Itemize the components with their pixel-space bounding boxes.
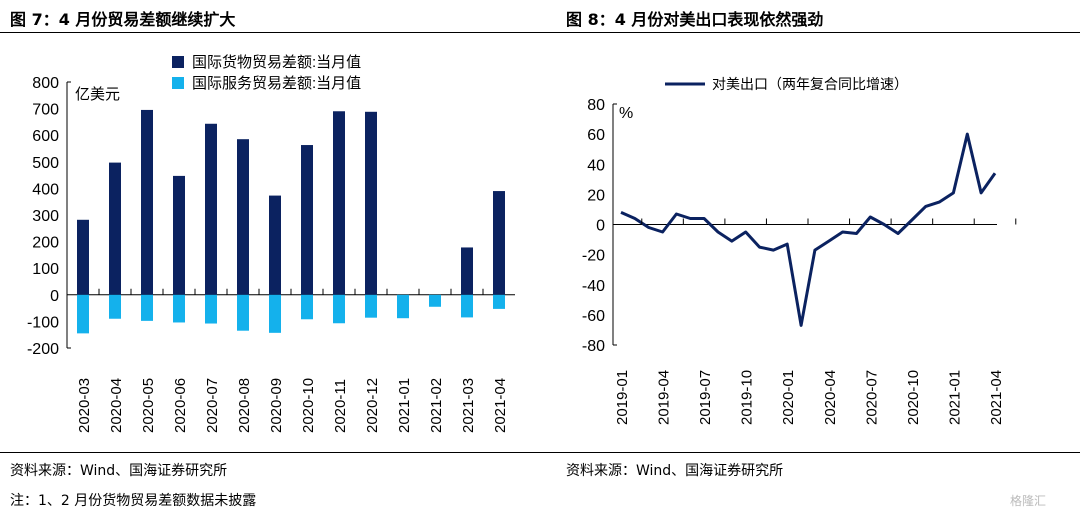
bar-goods [237,139,249,295]
y-tick-label: 600 [32,128,59,145]
x-tick-label: 2020-07 [204,378,221,433]
bar-services [301,294,313,320]
x-tick-label: 2020-05 [140,378,157,433]
y-tick-label: 200 [32,235,59,252]
right-source: 资料来源：Wind、国海证券研究所 [566,463,784,479]
bar-services [365,294,377,318]
right-line-chart: -80 -60 -40 -20 0 20 40 60 80 % 2019-01 2019-04 2019… [582,76,1017,425]
legend-swatch [172,77,184,89]
y-tick-label: 700 [32,102,59,119]
y-tick-label: 80 [587,97,605,114]
x-tick-label: 2021-02 [428,378,445,433]
bar-services [493,294,505,309]
x-tick-label: 2020-09 [268,378,285,433]
y-tick-label: -200 [27,341,59,358]
x-tick-label: 2020-01 [780,370,797,425]
y-tick-label: 0 [596,218,605,235]
series-line [620,132,997,327]
x-tick-label: 2021-03 [460,378,477,433]
y-tick-label: -60 [582,308,605,325]
x-tick-label: 2019-07 [697,370,714,425]
legend-label: 国际服务贸易差额:当月值 [192,75,361,92]
left-source: 资料来源：Wind、国海证券研究所 [10,463,228,479]
bar-goods [365,111,377,295]
legend-label: 国际货物贸易差额:当月值 [192,54,361,71]
x-tick-label: 2020-08 [236,378,253,433]
watermark: 格隆汇 [1010,494,1047,508]
x-tick-label: 2020-03 [76,378,93,433]
bar-goods [301,145,313,295]
bar-services [333,294,345,324]
footnote: 注：1、2 月份货物贸易差额数据未披露 [10,493,257,509]
bar-goods [141,109,153,295]
bar-services [141,294,153,321]
x-tick-label: 2020-12 [364,378,381,433]
x-tick-label: 2020-04 [822,370,839,425]
y-tick-label: 300 [32,208,59,225]
bar-services [77,294,89,334]
y-tick-label: 100 [32,261,59,278]
bar-services [109,294,121,319]
bar-goods [493,191,505,295]
x-tick-label: 2021-01 [946,370,963,425]
bar-goods [461,247,473,295]
right-chart-title: 图 8：4 月份对美出口表现依然强劲 [566,10,824,29]
top-divider [0,32,1080,33]
bottom-divider [0,452,1080,453]
unit-label: % [619,105,633,122]
y-tick-label: 60 [587,127,605,144]
y-tick-label: 20 [587,187,605,204]
bar-services [237,294,249,331]
y-tick-label: -20 [582,248,605,265]
unit-label: 亿美元 [75,86,120,103]
legend-label: 对美出口（两年复合同比增速） [712,76,908,92]
y-tick-label: -100 [27,314,59,331]
x-tick-label: 2021-04 [988,370,1005,425]
left-chart-title: 图 7：4 月份贸易差额继续扩大 [10,10,236,29]
x-tick-label: 2020-11 [332,379,349,433]
bar-goods [269,195,281,295]
x-tick-label: 2020-10 [905,370,922,425]
bar-goods [109,162,121,295]
bar-goods [173,175,185,295]
bar-services [173,294,185,323]
x-tick-label: 2021-04 [492,378,509,433]
x-tick-label: 2020-07 [863,370,880,425]
y-tick-label: 500 [32,155,59,172]
x-tick-label: 2021-01 [396,378,413,433]
left-bar-chart: -200 -100 0 100 200 300 400 500 600 700 800 亿美元 2020… [27,54,515,433]
bar-goods [205,123,217,295]
bar-services [205,294,217,324]
y-tick-label: -40 [582,278,605,295]
bar-goods [333,111,345,295]
legend-swatch [172,56,184,68]
y-tick-label: 400 [32,181,59,198]
bar-goods [77,219,89,295]
y-tick-label: -80 [582,338,605,355]
x-tick-label: 2019-01 [614,370,631,425]
x-tick-label: 2019-04 [656,370,673,425]
bar-services [461,294,473,318]
x-tick-label: 2020-04 [108,378,125,433]
y-tick-label: 40 [587,157,605,174]
bar-services [397,294,409,319]
x-tick-label: 2020-06 [172,378,189,433]
y-tick-label: 800 [32,75,59,92]
x-tick-label: 2019-10 [739,370,756,425]
bar-services [429,294,441,307]
y-tick-label: 0 [50,288,59,305]
x-tick-label: 2020-10 [300,378,317,433]
bar-services [269,294,281,333]
